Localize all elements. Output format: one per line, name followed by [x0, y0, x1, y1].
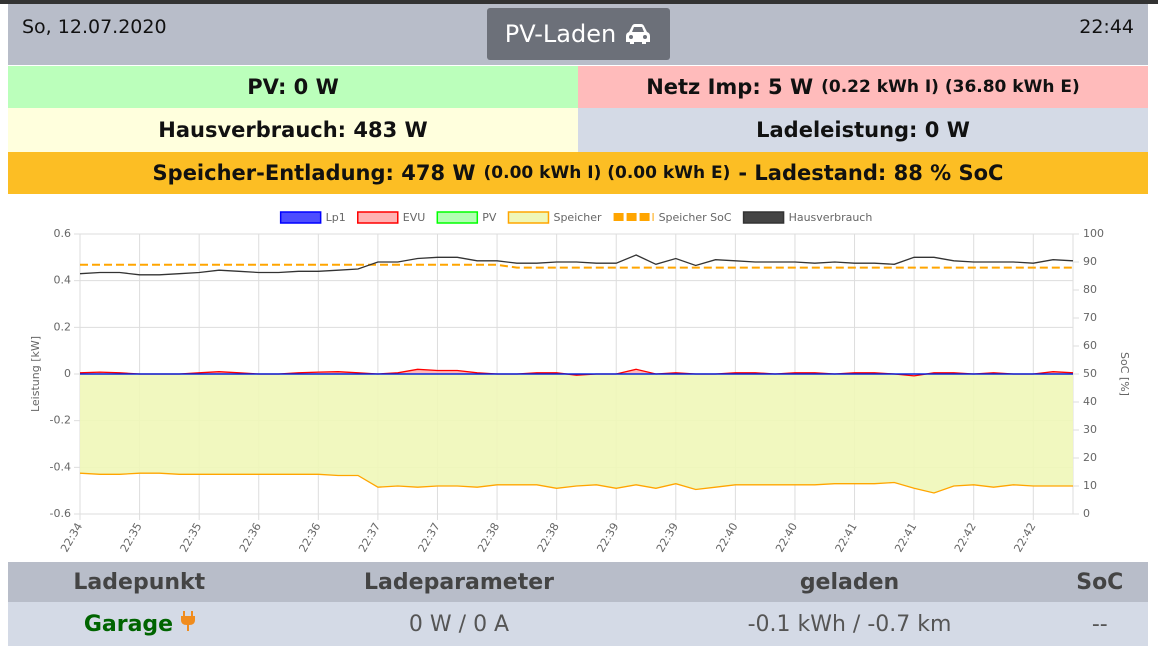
y2-tick-label: 40: [1083, 395, 1097, 408]
speicher-status: Speicher-Entladung: 478 W (0.00 kWh I) (0…: [8, 152, 1148, 194]
series-line: [79, 368, 1074, 377]
netz-status: Netz Imp: 5 W (0.22 kWh I) (36.80 kWh E): [578, 66, 1148, 108]
y2-axis-title: SoC [%]: [1118, 352, 1131, 396]
legend-label: EVU: [403, 211, 426, 224]
haus-status: Hausverbrauch: 483 W: [8, 108, 578, 152]
legend-swatch: [742, 211, 785, 224]
x-tick-label: 22:40: [713, 521, 740, 555]
x-tick-label: 22:38: [475, 521, 502, 555]
x-tick-label: 22:41: [833, 521, 860, 555]
lade-text: Ladeleistung: 0 W: [756, 118, 970, 142]
y-tick-label: 0.2: [54, 320, 72, 333]
col-header: Ladepunkt: [8, 562, 271, 602]
x-tick-label: 22:37: [356, 521, 383, 555]
y-tick-label: 0: [64, 367, 71, 380]
chart: 0.60.40.20-0.2-0.4-0.6100908070605040302…: [29, 211, 1131, 555]
y2-tick-label: 70: [1083, 311, 1097, 324]
cell: -0.1 kWh / -0.7 km: [647, 602, 1052, 646]
y2-tick-label: 30: [1083, 423, 1097, 436]
legend-label: Speicher: [553, 211, 602, 224]
haus-text: Hausverbrauch: 483 W: [158, 118, 428, 142]
speicher-text: Speicher-Entladung: 478 W: [152, 161, 476, 185]
cell: 0 W / 0 A: [270, 602, 648, 646]
x-tick-label: 22:35: [118, 521, 145, 555]
y2-tick-label: 100: [1083, 227, 1104, 240]
legend-label: PV: [482, 211, 497, 224]
lade-status: Ladeleistung: 0 W: [578, 108, 1148, 152]
y-tick-label: 0.4: [54, 274, 72, 287]
legend-swatch: [436, 211, 479, 224]
y2-tick-label: 50: [1083, 367, 1097, 380]
x-tick-label: 22:34: [58, 521, 85, 555]
x-tick-label: 22:37: [416, 521, 443, 555]
x-tick-label: 22:42: [952, 521, 979, 555]
legend-label: Hausverbrauch: [789, 211, 873, 224]
netz-text: Netz Imp: 5 W: [646, 75, 814, 99]
mode-label: PV-Laden: [504, 20, 617, 48]
pv-text: PV: 0 W: [247, 75, 339, 99]
x-tick-label: 22:41: [892, 521, 919, 555]
ladepunkt-table: Ladepunkt Ladeparameter geladen SoC Garage …: [8, 562, 1148, 646]
lp-name: Garage: [83, 612, 174, 637]
y2-tick-label: 20: [1083, 451, 1097, 464]
y2-tick-label: 0: [1083, 507, 1090, 520]
col-header: geladen: [647, 562, 1052, 602]
x-tick-label: 22:38: [535, 521, 562, 555]
y-axis-title: Leistung [kW]: [29, 336, 42, 412]
y-tick-label: 0.6: [54, 227, 72, 240]
series-line: [79, 254, 1074, 276]
series-area: [80, 374, 1073, 493]
legend-swatch: [357, 211, 399, 224]
y2-tick-label: 60: [1083, 339, 1097, 352]
y2-tick-label: 10: [1083, 479, 1097, 492]
y2-tick-label: 80: [1083, 283, 1097, 296]
pv-status: PV: 0 W: [8, 66, 578, 108]
header: So, 12.07.2020 PV-Laden 22:44: [8, 4, 1148, 65]
x-tick-label: 22:36: [237, 521, 264, 555]
y-tick-label: -0.6: [50, 507, 71, 520]
x-tick-label: 22:39: [594, 521, 621, 555]
speicher-detail: (0.00 kWh I) (0.00 kWh E): [483, 163, 731, 183]
cell: Garage: [8, 602, 271, 646]
legend-swatch: [279, 211, 322, 224]
y-tick-label: -0.4: [50, 460, 71, 473]
y-tick-label: -0.2: [50, 414, 71, 427]
legend: Lp1 EVU PV Speicher Speicher SoC Hausverbrauc…: [279, 211, 873, 224]
x-tick-label: 22:39: [654, 521, 681, 555]
legend-label: Speicher SoC: [659, 211, 732, 224]
y2-tick-label: 90: [1083, 255, 1097, 268]
legend-swatch: [507, 211, 550, 224]
col-header: SoC: [1051, 562, 1148, 602]
ladestand-text: - Ladestand: 88 % SoC: [738, 161, 1004, 185]
plug-icon: [180, 611, 195, 631]
series-line: [80, 263, 1073, 269]
car-icon: [626, 24, 651, 44]
x-tick-label: 22:36: [296, 521, 323, 555]
time: 22:44: [1079, 16, 1134, 38]
x-tick-label: 22:35: [177, 521, 204, 555]
cell: --: [1051, 602, 1148, 646]
x-tick-label: 22:42: [1011, 521, 1038, 555]
x-tick-label: 22:40: [773, 521, 800, 555]
netz-detail: (0.22 kWh I) (36.80 kWh E): [821, 77, 1080, 97]
top-bar: [0, 0, 1158, 4]
date: So, 12.07.2020: [22, 16, 167, 38]
col-header: Ladeparameter: [270, 562, 648, 602]
legend-label: Lp1: [326, 211, 346, 224]
mode-button[interactable]: PV-Laden: [487, 8, 670, 60]
series-line: [79, 472, 1073, 494]
